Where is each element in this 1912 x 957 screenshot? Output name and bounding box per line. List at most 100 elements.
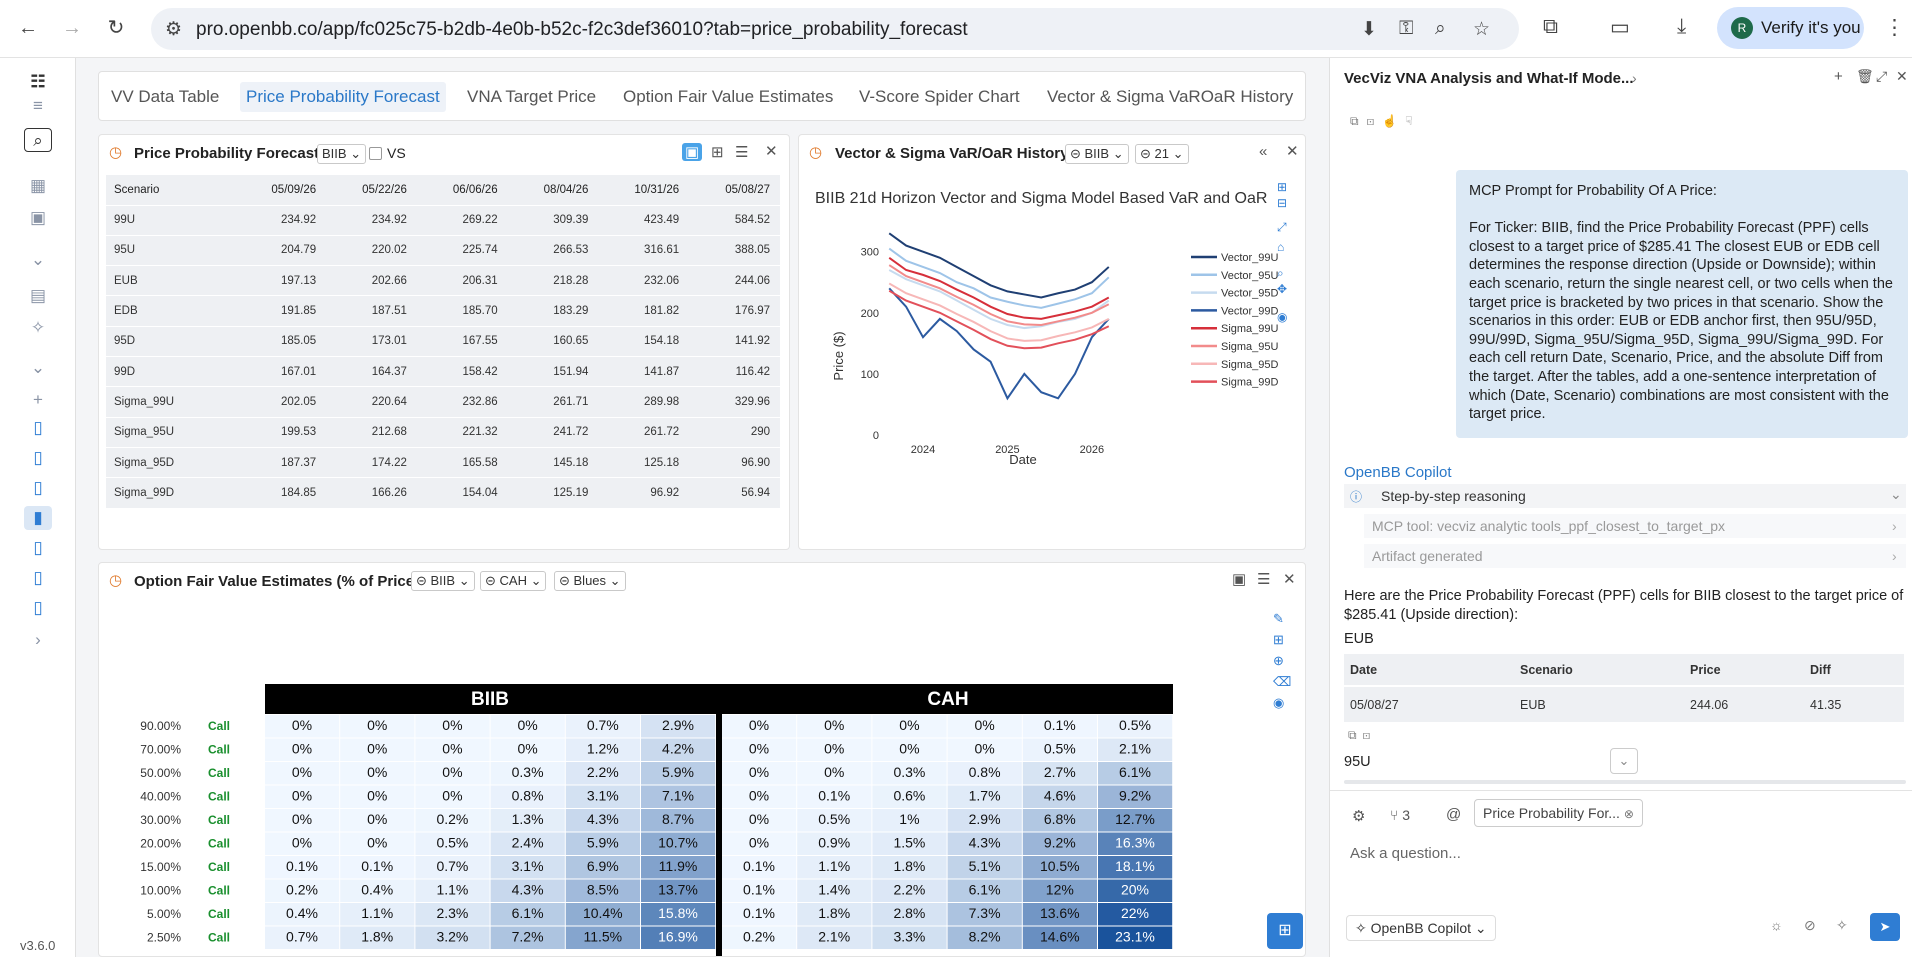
reload-icon[interactable]: ↻ [107, 17, 125, 39]
chat-input[interactable]: Ask a question... [1350, 845, 1461, 862]
col-header[interactable]: 05/22/26 [326, 175, 417, 205]
close-icon[interactable]: ✕ [1286, 143, 1299, 160]
dashboard-fab-button[interactable]: ⊞ [1267, 913, 1303, 949]
add-icon[interactable]: + [33, 390, 43, 409]
copy-icon[interactable]: ⧉ [1348, 728, 1363, 742]
step-artifact-row[interactable]: Artifact generated › [1364, 544, 1906, 568]
back-icon[interactable]: ← [18, 17, 38, 39]
ai-sparkle-icon[interactable]: ✧ [30, 318, 46, 337]
camera-icon[interactable]: ◉ [1273, 695, 1285, 710]
expand-table-icon[interactable]: ⊡ [1362, 728, 1377, 742]
step-tool-row[interactable]: MCP tool: vecviz analytic tools_ppf_clos… [1364, 514, 1906, 538]
remove-icon[interactable]: ⊗ [1623, 807, 1634, 821]
autoscale-icon[interactable]: ⤢ [1276, 220, 1287, 234]
legend-label[interactable]: Sigma_99U [1221, 323, 1279, 335]
col-header[interactable]: 05/08/27 [689, 175, 780, 205]
tab-option-fair-value[interactable]: Option Fair Value Estimates [623, 87, 834, 106]
dashboard-doc-icon[interactable]: ▯ [33, 478, 43, 497]
dashboard-doc-icon[interactable]: ▯ [33, 538, 43, 557]
col-header[interactable]: 10/31/26 [598, 175, 690, 205]
ai-chat-icon[interactable]: ▣ [682, 143, 703, 161]
mention-icon[interactable]: @ [1446, 806, 1462, 823]
chat-scrollbar[interactable] [1344, 780, 1906, 784]
list-view-icon[interactable]: ☰ [1257, 571, 1271, 588]
widgets-icon[interactable]: ▣ [29, 208, 47, 227]
options-ticker1-select[interactable]: ⊝ BIIB ⌄ [411, 571, 475, 591]
close-icon[interactable]: ✕ [765, 143, 778, 160]
settings-gear-icon[interactable]: ⚙ [1352, 808, 1366, 825]
tab-vna-target-price[interactable]: VNA Target Price [467, 87, 597, 106]
tab-price-probability-forecast[interactable]: Price Probability Forecast [240, 82, 446, 112]
options-ticker2-select[interactable]: ⊝ CAH ⌄ [480, 571, 547, 591]
dashboard-doc-icon[interactable]: ▯ [33, 598, 43, 617]
search-icon[interactable]: ⌕ [24, 128, 52, 152]
var-ticker-select[interactable]: ⊝ BIIB ⌄ [1065, 144, 1129, 164]
tab-vv-data-table[interactable]: VV Data Table [111, 87, 220, 106]
attach-icon[interactable]: ⊘ [1804, 917, 1816, 933]
new-chat-icon[interactable]: + [1834, 68, 1843, 85]
chevron-right-icon[interactable]: › [1632, 70, 1637, 86]
legend-label[interactable]: Sigma_95U [1221, 341, 1279, 353]
context-chip[interactable]: Price Probability For... ⊗ [1474, 799, 1643, 827]
lightbulb-icon[interactable]: ☼ [1770, 917, 1783, 933]
chevron-right-icon[interactable]: › [35, 630, 41, 649]
add-circle-icon[interactable]: ⊕ [1273, 653, 1284, 668]
copilot-title[interactable]: VecViz VNA Analysis and What-If Mode... [1344, 70, 1634, 87]
ai-sparkle-icon[interactable]: ✧ [1836, 917, 1848, 933]
vs-checkbox[interactable] [369, 147, 382, 160]
zoom-in-icon[interactable]: ⊞ [1277, 180, 1287, 194]
tab-search-icon[interactable]: ▭ [1610, 16, 1630, 39]
thumbs-down-icon[interactable]: ☟ [1405, 114, 1421, 128]
col-header[interactable]: Scenario [106, 175, 236, 205]
ppf-ticker-select[interactable]: BIIB ⌄ [317, 144, 367, 164]
refresh-clock-icon[interactable]: ◷ [109, 572, 123, 589]
site-info-icon[interactable]: ⚙ [165, 19, 183, 40]
close-icon[interactable]: ✕ [1283, 571, 1296, 588]
collapse-icon[interactable]: « [1259, 143, 1268, 160]
legend-label[interactable]: Vector_99U [1221, 252, 1279, 264]
url-text[interactable]: pro.openbb.co/app/fc025c75-b2db-4e0b-b52… [196, 19, 968, 40]
tools-icon[interactable]: ⑂ 3 [1390, 807, 1411, 823]
var-horizon-select[interactable]: ⊝ 21 ⌄ [1135, 144, 1189, 164]
dashboard-doc-icon[interactable]: ▯ [33, 448, 43, 467]
tab-v-score-spider[interactable]: V-Score Spider Chart [859, 87, 1020, 106]
openbb-logo-icon[interactable]: ☷ [30, 72, 46, 91]
dashboards-grid-icon[interactable]: ▦ [29, 176, 47, 195]
legend-label[interactable]: Vector_99D [1221, 305, 1279, 317]
zoom-icon[interactable]: ⌕ [1435, 18, 1446, 39]
model-select[interactable]: ✧ OpenBB Copilot ⌄ [1346, 915, 1496, 941]
menu-kebab-icon[interactable]: ⋮ [1884, 16, 1905, 39]
dashboard-doc-icon-active[interactable]: ▮ [24, 506, 52, 530]
zoom-icon[interactable]: ⌕ [1277, 266, 1284, 280]
col-header[interactable]: 06/06/26 [416, 175, 508, 205]
extensions-icon[interactable]: ⧉ [1543, 15, 1558, 38]
refresh-clock-icon[interactable]: ◷ [109, 144, 123, 161]
home-icon[interactable]: ⌂ [1277, 240, 1284, 254]
edit-icon[interactable]: ✎ [1273, 611, 1284, 626]
table-settings-icon[interactable]: ⊞ [711, 144, 724, 161]
trash-icon[interactable]: 🗑 [1856, 68, 1874, 84]
add-shape-icon[interactable]: ⊞ [1273, 632, 1284, 647]
legend-label[interactable]: Sigma_95D [1221, 359, 1279, 371]
col-header[interactable]: 05/09/26 [235, 175, 327, 205]
thumbs-up-icon[interactable]: ☝ [1382, 114, 1406, 128]
scroll-down-button[interactable]: ⌄ [1610, 748, 1638, 774]
password-key-icon[interactable]: ⚿ [1399, 18, 1414, 39]
close-icon[interactable]: ✕ [1896, 68, 1908, 84]
send-button[interactable]: ➤ [1870, 913, 1900, 941]
legend-label[interactable]: Sigma_99D [1221, 377, 1279, 389]
list-view-icon[interactable]: ☰ [735, 144, 749, 161]
install-app-icon[interactable]: ⬇ [1361, 19, 1377, 40]
share-icon[interactable]: ⊡ [1366, 114, 1383, 128]
refresh-clock-icon[interactable]: ◷ [809, 144, 823, 161]
downloads-icon[interactable]: ⤓ [1677, 15, 1687, 38]
chevron-down-icon[interactable]: ⌄ [30, 250, 46, 269]
bookmark-star-icon[interactable]: ☆ [1473, 19, 1491, 40]
zoom-out-icon[interactable]: ⊟ [1277, 196, 1287, 210]
chevron-down-icon[interactable]: ⌄ [30, 358, 46, 377]
folder-icon[interactable]: ▤ [29, 286, 47, 305]
legend-label[interactable]: Vector_95D [1221, 288, 1279, 300]
dashboard-doc-icon[interactable]: ▯ [33, 568, 43, 587]
tab-vector-sigma-var[interactable]: Vector & Sigma VaROaR History [1047, 87, 1294, 106]
ai-chat-icon[interactable]: ▣ [1232, 571, 1247, 588]
